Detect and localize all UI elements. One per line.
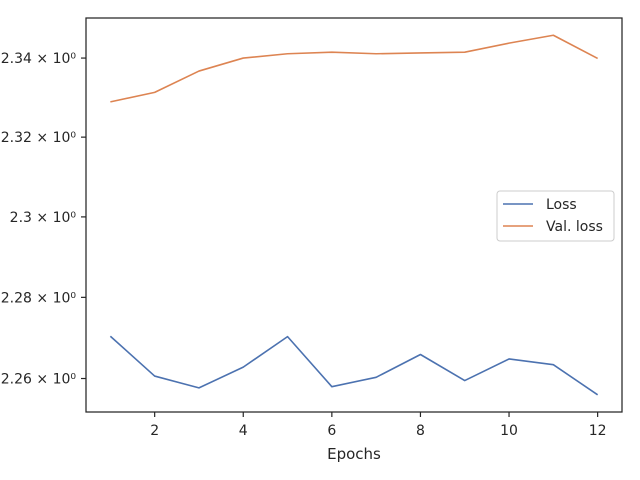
legend-label-loss: Loss: [546, 197, 577, 213]
y-axis-ticks: 2.26 × 10⁰ 2.28 × 10⁰ 2.3 × 10⁰ 2.32 × 10⁰ 2…: [1, 51, 86, 388]
y-tick-label: 2.32 × 10⁰: [1, 130, 77, 146]
x-tick-label: 4: [239, 423, 248, 439]
series-line-loss: [109, 335, 599, 396]
y-tick-label: 2.34 × 10⁰: [1, 51, 77, 67]
y-tick-label: 2.28 × 10⁰: [1, 290, 77, 306]
x-tick-label: 8: [416, 423, 425, 439]
x-axis-label: Epochs: [327, 445, 381, 463]
y-tick-label: 2.26 × 10⁰: [1, 372, 77, 388]
plot-frame: [85, 17, 623, 413]
legend-label-val-loss: Val. loss: [546, 219, 603, 235]
x-tick-label: 10: [500, 423, 518, 439]
legend: Loss Val. loss: [496, 190, 615, 242]
x-tick-label: 2: [150, 423, 159, 439]
series-layer: [109, 34, 599, 396]
x-axis-ticks: 2 4 6 8 10 12: [150, 412, 607, 439]
series-line-val-loss: [110, 34, 599, 103]
x-tick-label: 6: [327, 423, 336, 439]
y-tick-label: 2.3 × 10⁰: [10, 210, 77, 226]
x-tick-label: 12: [589, 423, 607, 439]
